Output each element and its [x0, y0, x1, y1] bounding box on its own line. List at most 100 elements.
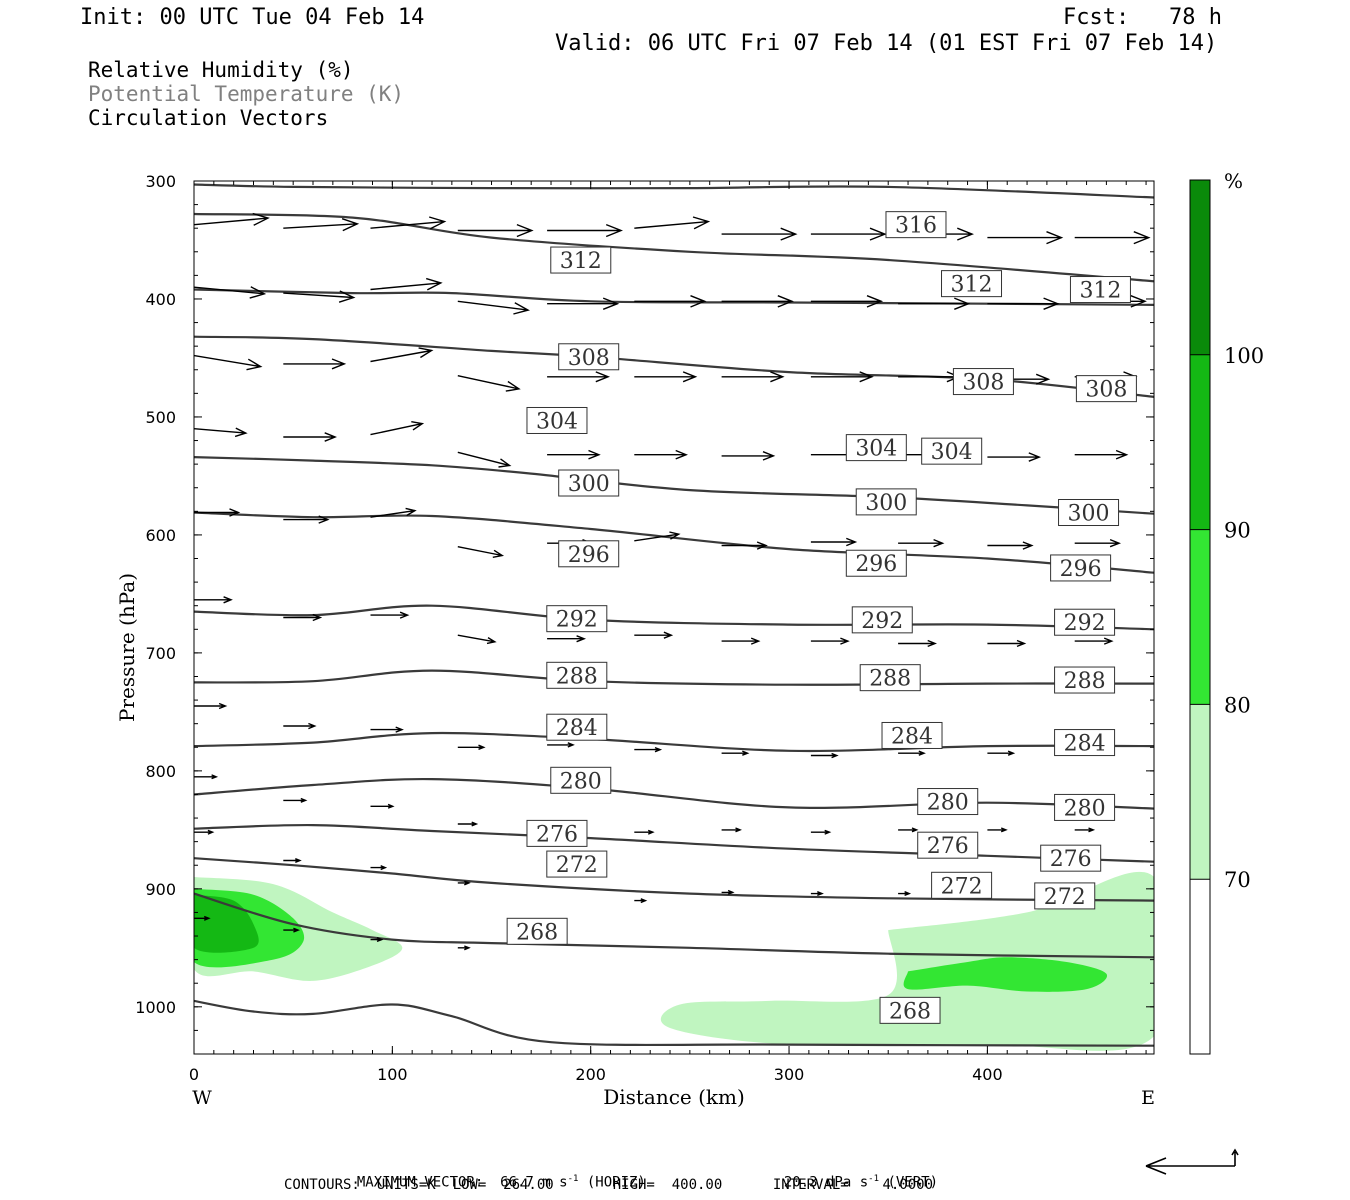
legend-vectors: Circulation Vectors	[88, 106, 329, 130]
vector-arrow	[457, 451, 512, 468]
contour-label-text: 300	[568, 472, 610, 497]
vector-arrow	[370, 803, 395, 809]
contour-label-box	[546, 713, 608, 741]
vector-arrow	[721, 750, 750, 756]
max-vector-vert: 20.3 dPa s	[783, 1174, 869, 1191]
max-vector-horiz-suffix: (HORIZ)	[586, 1174, 646, 1191]
contour-label-296: 296	[558, 540, 620, 568]
contour-label-280: 280	[1054, 793, 1116, 821]
contour-label-316: 316	[885, 211, 947, 239]
contour-label-text: 288	[1064, 669, 1106, 694]
contour-label-304: 304	[921, 437, 983, 465]
vector-arrow	[370, 277, 443, 291]
vector-arrow	[898, 371, 962, 383]
contour-label-box	[1054, 793, 1116, 821]
vector-arrow	[547, 223, 623, 238]
contour-label-text: 280	[560, 769, 602, 794]
contour-label-box	[558, 540, 620, 568]
theta-contour-268	[194, 999, 1154, 1047]
x-tick-label: 200	[575, 1065, 606, 1084]
vector-arrow	[547, 742, 575, 748]
vector-arrow	[283, 797, 308, 803]
contour-label-text: 284	[891, 724, 933, 749]
vector-arrow	[1074, 827, 1096, 833]
vector-arrow	[987, 827, 1008, 833]
contour-label-304: 304	[845, 434, 907, 462]
contour-label-text: 296	[1060, 557, 1102, 582]
legend-rh: Relative Humidity (%)	[88, 58, 354, 82]
vector-arrow	[898, 891, 912, 897]
contour-label-text: 288	[556, 664, 598, 689]
contour-label-box	[855, 488, 917, 516]
contour-label-text: 284	[1064, 732, 1106, 757]
vector-arrow	[370, 865, 388, 871]
contour-label-box	[558, 343, 620, 371]
vector-arrow	[194, 212, 270, 226]
contour-label-text: 276	[927, 834, 969, 859]
vector-arrow	[898, 750, 926, 756]
contour-label-300: 300	[855, 488, 917, 516]
colorbar: 70 80 90 100%	[1189, 169, 1264, 1055]
contour-label-box	[941, 270, 1003, 298]
vector-arrow	[1074, 637, 1114, 645]
contour-label-268: 268	[506, 917, 568, 945]
contour-label-276: 276	[526, 819, 588, 847]
west-label: W	[192, 1087, 212, 1109]
vector-arrow	[810, 891, 824, 897]
vector-arrow	[634, 746, 663, 753]
colorbar-segment	[1190, 704, 1210, 880]
x-tick-label: 0	[189, 1065, 199, 1084]
contour-label-text: 296	[855, 552, 897, 577]
max-vector-text: MAXIMUM VECTOR: 66.7 m s-1 (HORIZ)	[340, 1158, 646, 1191]
theta-contour-296	[194, 604, 1154, 631]
contour-label-288: 288	[546, 661, 608, 689]
vector-arrow	[721, 227, 798, 241]
vector-arrow	[457, 821, 479, 827]
y-tick-label: 500	[145, 408, 176, 427]
reference-vector-icon	[1145, 1148, 1239, 1175]
vector-arrow	[1074, 231, 1151, 245]
vector-arrow	[634, 216, 711, 230]
theta-contour-312	[194, 212, 1154, 283]
vector-arrow	[194, 829, 215, 835]
contour-label-text: 268	[889, 999, 931, 1024]
vector-arrow	[634, 531, 681, 542]
contour-label-box	[546, 661, 608, 689]
vector-arrow	[1074, 538, 1122, 548]
contour-label-296: 296	[1050, 554, 1112, 582]
max-vector-horiz: MAXIMUM VECTOR: 66.7 m s	[356, 1174, 568, 1191]
vector-arrow	[547, 449, 601, 460]
vector-arrow	[283, 432, 337, 442]
vector-arrow	[194, 702, 228, 710]
vector-arrow	[457, 634, 497, 645]
contour-label-284: 284	[546, 713, 608, 741]
contour-label-text: 292	[861, 609, 903, 634]
vector-arrow	[987, 452, 1042, 462]
circulation-vectors	[194, 212, 1151, 951]
rh-region-80-4	[903, 957, 1108, 992]
vector-arrow	[194, 596, 233, 604]
vector-arrow	[547, 297, 620, 310]
vector-arrow	[370, 216, 447, 230]
vector-arrow	[547, 635, 587, 643]
vector-arrow	[370, 937, 384, 943]
vector-arrow	[810, 371, 874, 383]
contour-label-box	[931, 871, 993, 899]
vector-arrow	[898, 297, 971, 310]
contour-label-box	[550, 766, 612, 794]
contour-label-box	[1054, 666, 1116, 694]
vector-arrow	[634, 898, 648, 904]
contour-label-text: 308	[962, 371, 1004, 396]
contour-label-312: 312	[941, 270, 1003, 298]
contour-label-box	[917, 788, 979, 816]
colorbar-unit: %	[1224, 169, 1243, 193]
contour-label-box	[885, 211, 947, 239]
rh-region-70-3	[660, 871, 1154, 1051]
vector-arrow	[987, 639, 1027, 648]
x-tick-label: 300	[774, 1065, 805, 1084]
colorbar-label: 90	[1224, 519, 1251, 543]
contour-label-text: 296	[568, 543, 610, 568]
contour-label-text: 280	[927, 791, 969, 816]
colorbar-segment	[1190, 529, 1210, 705]
contour-label-text: 268	[516, 920, 558, 945]
